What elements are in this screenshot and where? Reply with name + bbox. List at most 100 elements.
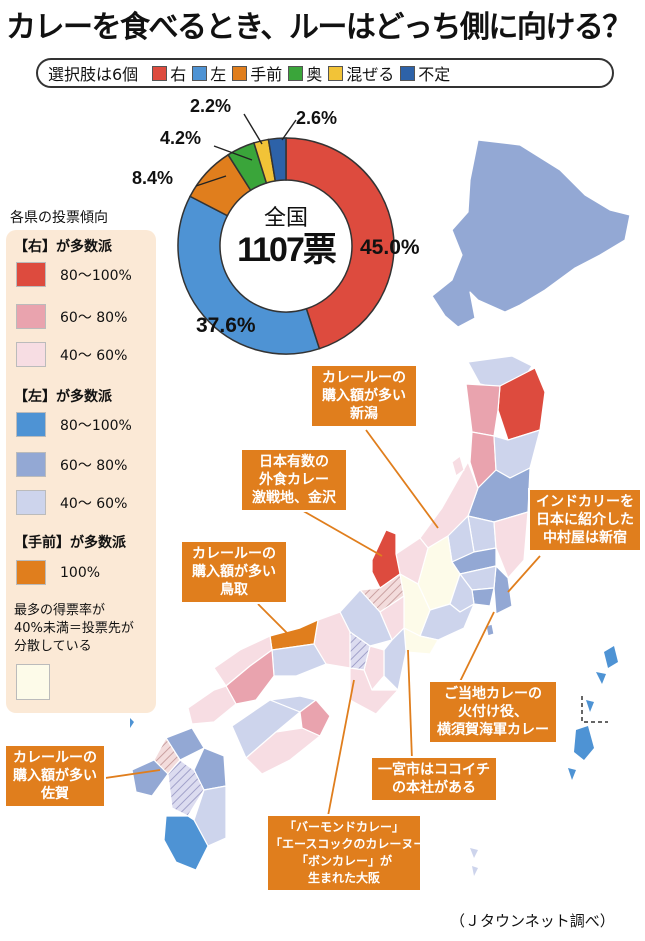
option-front: 手前 xyxy=(232,61,282,85)
ibaraki xyxy=(493,511,529,579)
legend-swatch xyxy=(16,304,46,329)
legend-item-label: 80〜100% xyxy=(60,417,132,434)
callout-osaka: 「バーモンドカレー」 「エースコックのカレーヌードル」 「ボンカレー」が 生まれ… xyxy=(266,814,462,892)
callout-line: ご当地カレーの xyxy=(444,686,542,702)
callout-tottori: カレールーの 購入額が多い 鳥取 xyxy=(180,540,288,604)
callout-line: インドカリーを xyxy=(536,494,634,510)
option-label: 右 xyxy=(170,65,187,84)
option-left: 左 xyxy=(192,61,226,85)
callout-line: 日本有数の xyxy=(259,454,329,470)
okinawa-inset-border xyxy=(581,696,608,723)
donut-slice-left xyxy=(177,195,321,355)
callout-line: 「エースコックのカレーヌードル」 xyxy=(270,837,462,851)
legend-item: 60〜 80% xyxy=(16,304,127,329)
slice-label-mix: 2.2% xyxy=(190,96,232,116)
legend-item-label: 100% xyxy=(60,564,101,581)
donut-total: 1107票 xyxy=(237,231,337,269)
callout-line: カレールーの xyxy=(322,370,406,386)
option-swatch xyxy=(152,65,168,81)
callout-line: 火付け役、 xyxy=(458,704,528,720)
option-label: 不定 xyxy=(418,65,451,84)
callout-line: 一宮市はココイチ xyxy=(378,762,490,778)
callout-line: 鳥取 xyxy=(220,582,248,598)
ehime xyxy=(231,699,301,759)
legend-item: 80〜100% xyxy=(16,262,132,287)
callout-kanazawa: 日本有数の 外食カレー 激戦地、金沢 xyxy=(240,448,348,512)
option-undecided: 不定 xyxy=(400,61,450,85)
legend-note-line: 最多の得票率が xyxy=(14,603,106,618)
legend-item: 100% xyxy=(16,560,100,585)
option-swatch xyxy=(288,65,304,81)
callout-line: 「ボンカレー」が xyxy=(295,854,392,868)
legend-panel: 【右】が多数派 80〜100% 60〜 80% 40〜 60% 【左】が多数派 … xyxy=(6,230,156,713)
hokkaido xyxy=(431,139,631,328)
slice-leader-line xyxy=(213,145,253,161)
option-swatch xyxy=(328,65,344,81)
slice-leader-line xyxy=(243,113,263,145)
legend-swatch xyxy=(16,262,46,287)
legend-note-line: 分散している xyxy=(14,639,92,654)
callout-line: 購入額が多い xyxy=(13,768,97,784)
callout-line: 中村屋は新宿 xyxy=(543,530,627,546)
callout-line: 横須賀海軍カレー xyxy=(437,722,549,738)
options-bar: 選択肢は6個 右 左 手前 奥 混ぜる 不定 xyxy=(36,58,614,88)
ishikawa xyxy=(371,529,401,589)
callout-line: 佐賀 xyxy=(41,786,69,802)
donut-center-label: 全国 xyxy=(263,206,308,231)
kochi xyxy=(245,727,321,775)
slice-label-left: 37.6% xyxy=(196,314,256,337)
legend-group-title: 【右】が多数派 xyxy=(14,239,112,255)
okinawa-islands xyxy=(130,646,618,780)
option-label: 混ぜる xyxy=(346,65,395,84)
callout-saga: カレールーの 購入額が多い 佐賀 xyxy=(4,744,106,808)
slice-label-right: 45.0% xyxy=(360,236,420,259)
option-swatch xyxy=(400,65,416,81)
callout-line: 激戦地、金沢 xyxy=(252,490,336,506)
option-label: 左 xyxy=(210,65,227,84)
legend-item: 40〜 60% xyxy=(16,490,127,515)
legend-swatch xyxy=(16,490,46,515)
legend-note-line: 40%未満＝投票先が xyxy=(14,621,134,636)
miyazaki xyxy=(193,785,227,847)
callout-line: 購入額が多い xyxy=(322,388,406,404)
option-right: 右 xyxy=(152,61,186,85)
option-mix: 混ぜる xyxy=(328,61,394,85)
option-back: 奥 xyxy=(288,61,322,85)
legend-note-swatch xyxy=(16,664,50,700)
legend-heading: 各県の投票傾向 xyxy=(10,210,108,226)
slice-leader-line xyxy=(281,119,297,141)
callout-line: 「バーモンドカレー」 xyxy=(283,820,404,834)
options-bar-lead: 選択肢は6個 xyxy=(48,65,139,84)
callout-line: 外食カレー xyxy=(259,472,329,488)
yamaguchi xyxy=(187,685,237,725)
callout-shinjuku: インドカリーを 日本に紹介した 中村屋は新宿 xyxy=(528,488,642,552)
option-label: 手前 xyxy=(250,65,283,84)
callout-ichinomiya: 一宮市はココイチ の本社がある xyxy=(370,756,498,802)
legend-swatch xyxy=(16,452,46,477)
slice-leader-line xyxy=(195,175,227,187)
akita xyxy=(465,383,501,437)
callout-line: の本社がある xyxy=(392,780,476,796)
legend-item-label: 40〜 60% xyxy=(60,495,128,512)
izu-island xyxy=(485,623,495,637)
legend-item: 40〜 60% xyxy=(16,342,127,367)
donut-center: 全国 1107票 xyxy=(222,200,350,268)
tokushima xyxy=(299,699,331,737)
legend-group-title: 【左】が多数派 xyxy=(14,389,112,405)
callout-niigata: カレールーの 購入額が多い 新潟 xyxy=(310,364,418,428)
legend-item-label: 60〜 80% xyxy=(60,457,128,474)
legend-swatch xyxy=(16,412,46,437)
slice-label-front: 8.4% xyxy=(132,168,174,188)
callout-yokosuka: ご当地カレーの 火付け役、 横須賀海軍カレー xyxy=(428,680,558,744)
callout-line: 購入額が多い xyxy=(192,564,276,580)
sado-island xyxy=(451,455,465,477)
callout-line: 日本に紹介した xyxy=(536,512,634,528)
source-credit: （Ｊタウンネット調べ） xyxy=(450,912,615,930)
slice-label-undecided: 2.6% xyxy=(296,108,338,128)
callout-line: カレールーの xyxy=(13,750,97,766)
legend-item: 80〜100% xyxy=(16,412,132,437)
donut-slice-undecided xyxy=(267,137,287,182)
option-swatch xyxy=(232,65,248,81)
